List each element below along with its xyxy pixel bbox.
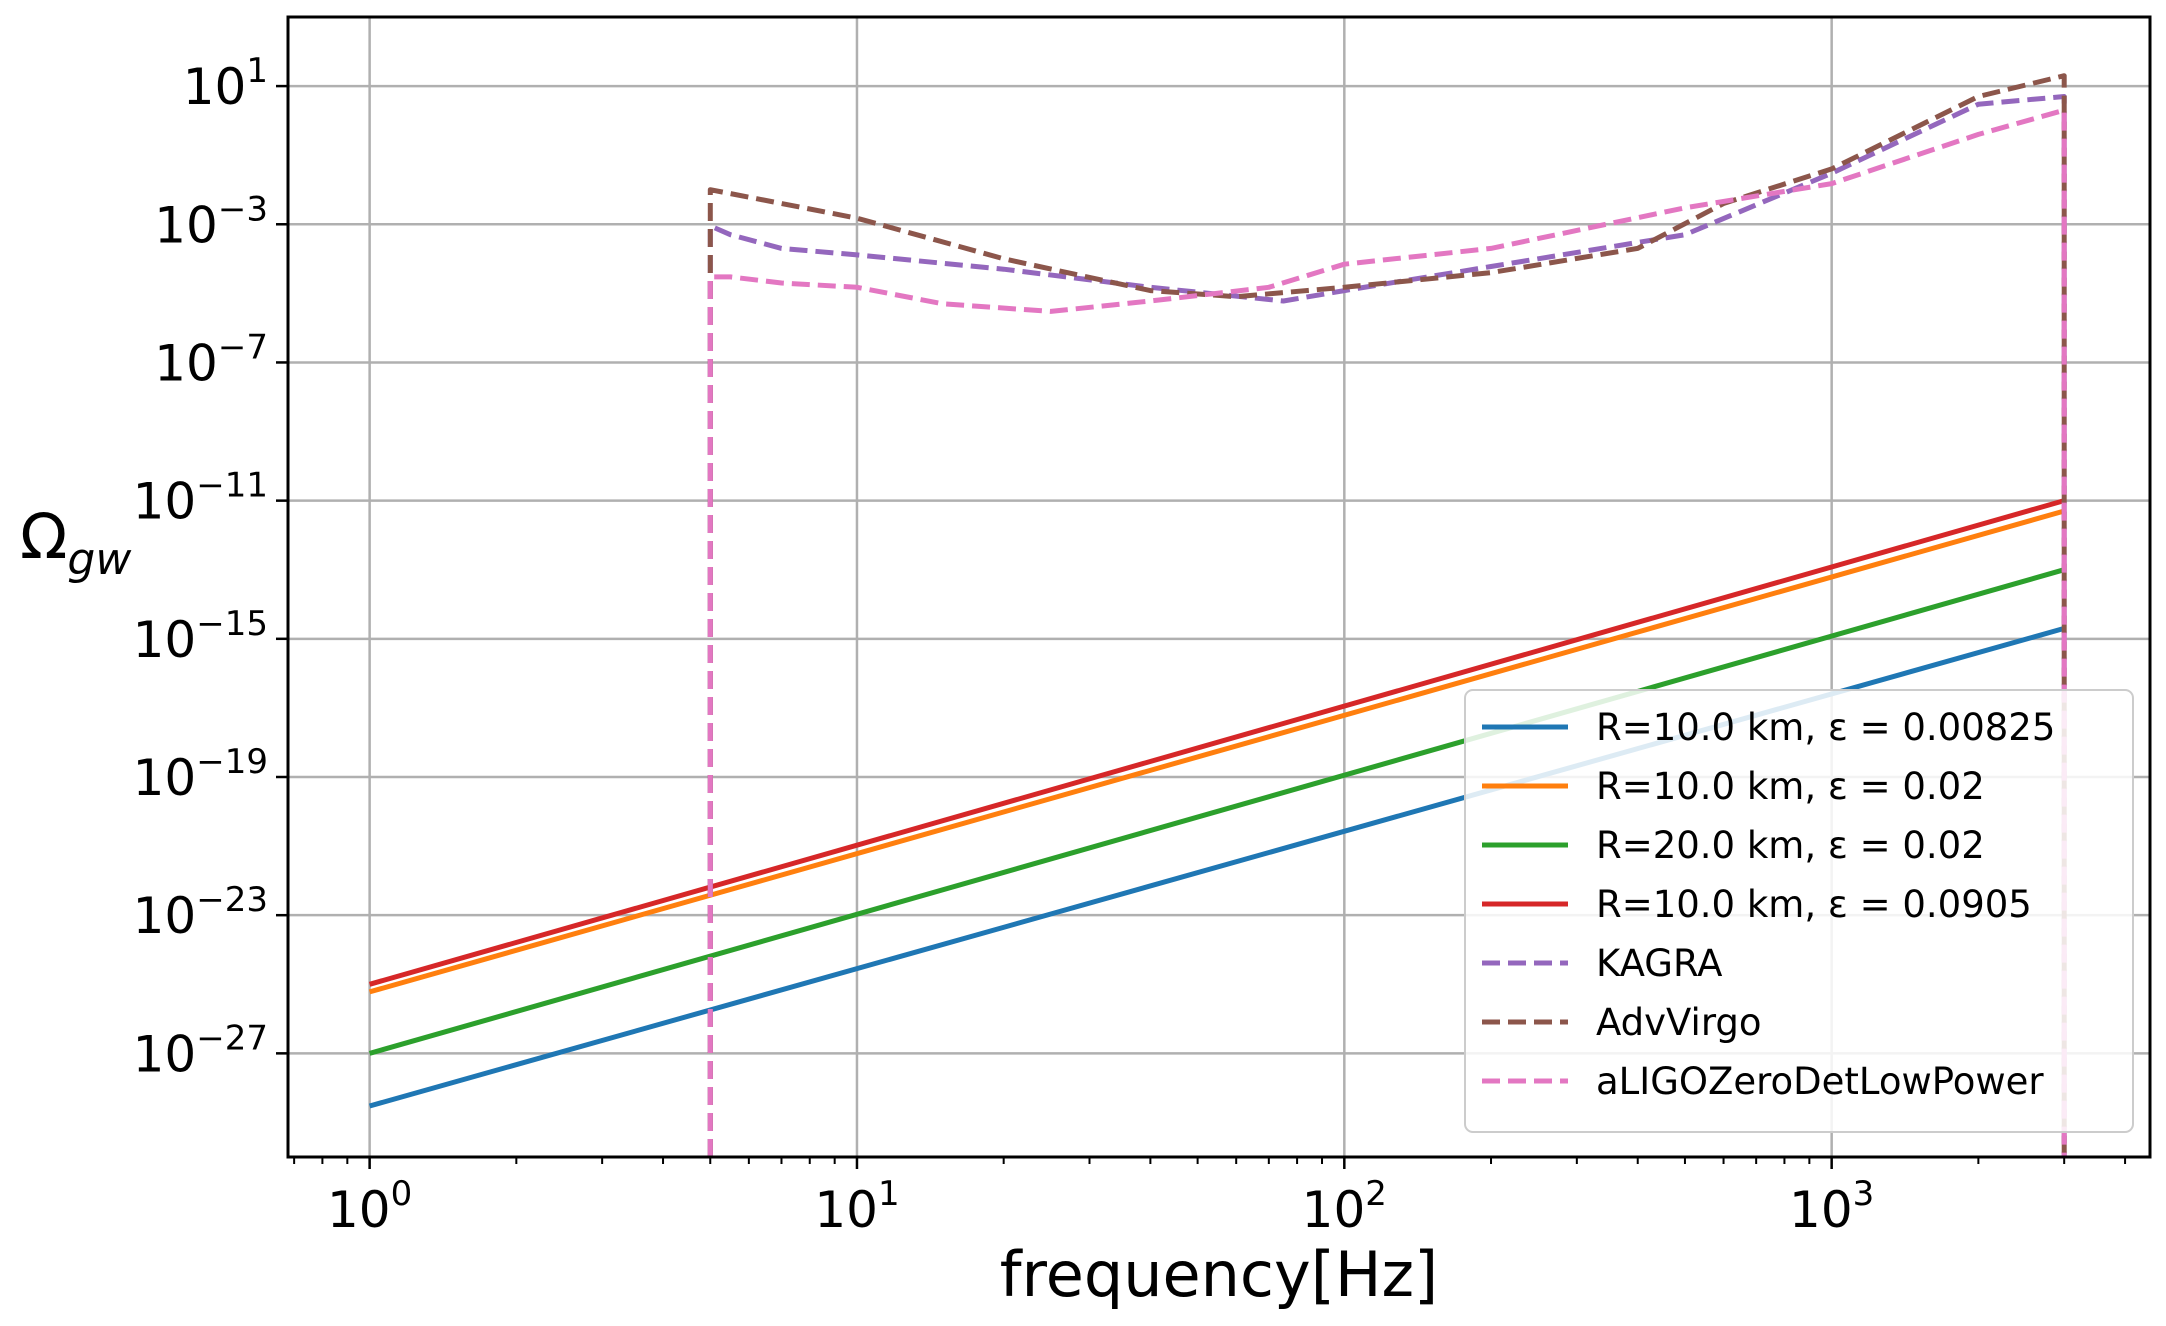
y-tick-base: 10 xyxy=(183,58,247,116)
y-tick-base: 10 xyxy=(133,1025,197,1083)
legend: R=10.0 km, ε = 0.00825 R=10.0 km, ε = 0.0… xyxy=(1464,689,2134,1133)
x-tick-label: 103 xyxy=(1789,1174,1874,1239)
x-tick-exponent: 1 xyxy=(878,1174,900,1214)
legend-label-1: R=10.0 km, ε = 0.02 xyxy=(1596,765,1985,808)
legend-label-5: AdvVirgo xyxy=(1596,1001,1762,1044)
x-axis-ticks: 100 101 102 103 xyxy=(293,1157,2127,1239)
x-tick-base: 10 xyxy=(1789,1181,1853,1239)
x-tick-label: 101 xyxy=(814,1174,899,1239)
y-tick-base: 10 xyxy=(133,887,197,945)
series-line-4 xyxy=(707,94,2067,1157)
y-tick-label: 10−11 xyxy=(133,466,268,531)
y-tick-label: 10−27 xyxy=(133,1018,268,1083)
y-axis-label-base: Ω xyxy=(20,500,67,573)
y-tick-exponent: −11 xyxy=(196,466,268,506)
legend-box xyxy=(1464,689,2134,1133)
x-axis-label: frequency[Hz] xyxy=(1000,1238,1439,1311)
series-line-3 xyxy=(368,498,2065,987)
y-tick-exponent: −15 xyxy=(196,604,268,644)
x-tick-base: 10 xyxy=(1302,1181,1366,1239)
x-tick-exponent: 2 xyxy=(1365,1174,1387,1214)
y-tick-base: 10 xyxy=(133,473,197,531)
legend-label-2: R=20.0 km, ε = 0.02 xyxy=(1596,824,1985,867)
y-tick-exponent: −23 xyxy=(196,880,268,920)
legend-label-4: KAGRA xyxy=(1596,942,1722,985)
y-tick-label: 10−15 xyxy=(133,604,268,669)
y-tick-label: 101 xyxy=(183,51,268,116)
y-tick-label: 10−3 xyxy=(154,189,268,254)
legend-label-6: aLIGOZeroDetLowPower xyxy=(1596,1060,2044,1103)
y-tick-label: 10−7 xyxy=(154,327,268,392)
plot-frame xyxy=(286,15,2152,1159)
y-tick-exponent: −7 xyxy=(218,327,268,367)
x-tick-label: 102 xyxy=(1302,1174,1387,1239)
y-tick-base: 10 xyxy=(133,611,197,669)
series-line-5 xyxy=(707,73,2067,1157)
y-tick-exponent: −19 xyxy=(196,742,268,782)
y-axis-label: Ωgw xyxy=(20,500,132,585)
y-tick-exponent: −3 xyxy=(218,189,268,229)
series-line-6 xyxy=(707,107,2067,1157)
x-tick-exponent: 3 xyxy=(1853,1174,1875,1214)
y-tick-exponent: −27 xyxy=(196,1018,268,1058)
x-tick-base: 10 xyxy=(814,1181,878,1239)
y-tick-base: 10 xyxy=(133,749,197,807)
x-tick-base: 10 xyxy=(327,1181,391,1239)
y-axis-label-sub: gw xyxy=(67,534,132,585)
y-tick-base: 10 xyxy=(154,334,218,392)
legend-label-0: R=10.0 km, ε = 0.00825 xyxy=(1596,706,2055,749)
x-tick-label: 100 xyxy=(327,1174,412,1239)
y-tick-base: 10 xyxy=(154,196,218,254)
series-line-1 xyxy=(368,508,2065,995)
x-tick-exponent: 0 xyxy=(391,1174,413,1214)
y-tick-label: 10−23 xyxy=(133,880,268,945)
series-line-2 xyxy=(368,567,2065,1056)
legend-label-3: R=10.0 km, ε = 0.0905 xyxy=(1596,883,2032,926)
y-tick-label: 10−19 xyxy=(133,742,268,807)
y-tick-exponent: 1 xyxy=(246,51,268,91)
